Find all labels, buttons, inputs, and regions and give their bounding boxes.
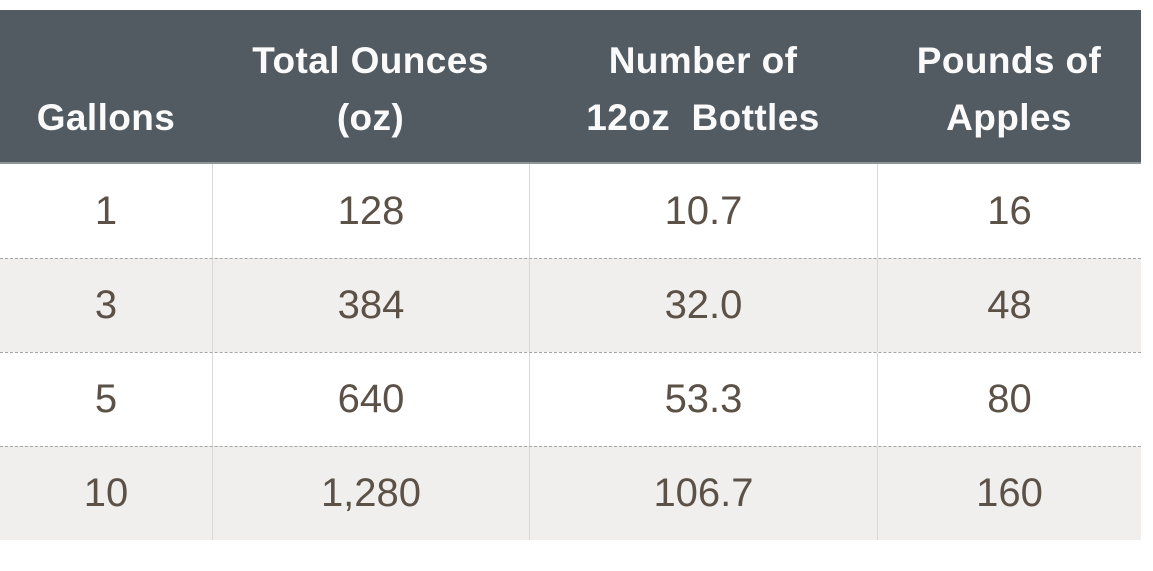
table-cell: 384 [212,259,529,352]
table-cell: 48 [877,259,1141,352]
header-cell-gallons: Gallons [36,97,176,138]
table-row: 10 1,280 106.7 160 [0,446,1141,540]
data-table: Gallons Total Ounces (oz) Number of 12oz… [0,10,1141,540]
table-cell: 10 [83,471,129,515]
table-cell: 106.7 [529,447,877,540]
table-cell: 1 [94,188,118,233]
table-cell: 80 [877,353,1141,446]
table-cell: 128 [212,164,529,258]
table-row: 1 128 10.7 16 [0,164,1141,258]
header-cell-bottles: Number of 12oz Bottles [586,40,820,138]
table-cell: 640 [212,353,529,446]
header-cell-pounds: Pounds of Apples [916,40,1102,138]
table-cell: 160 [877,447,1141,540]
table-cell: 10.7 [529,164,877,258]
table-cell: 16 [877,164,1141,258]
table-cell: 5 [94,377,118,421]
table-row: 5 640 53.3 80 [0,352,1141,446]
table-row: 3 384 32.0 48 [0,258,1141,352]
table-cell: 3 [94,283,118,327]
table-header: Gallons Total Ounces (oz) Number of 12oz… [0,10,1141,164]
table-cell: 1,280 [212,447,529,540]
table-cell: 53.3 [529,353,877,446]
header-cell-total-ounces: Total Ounces (oz) [252,40,489,138]
table-cell: 32.0 [529,259,877,352]
